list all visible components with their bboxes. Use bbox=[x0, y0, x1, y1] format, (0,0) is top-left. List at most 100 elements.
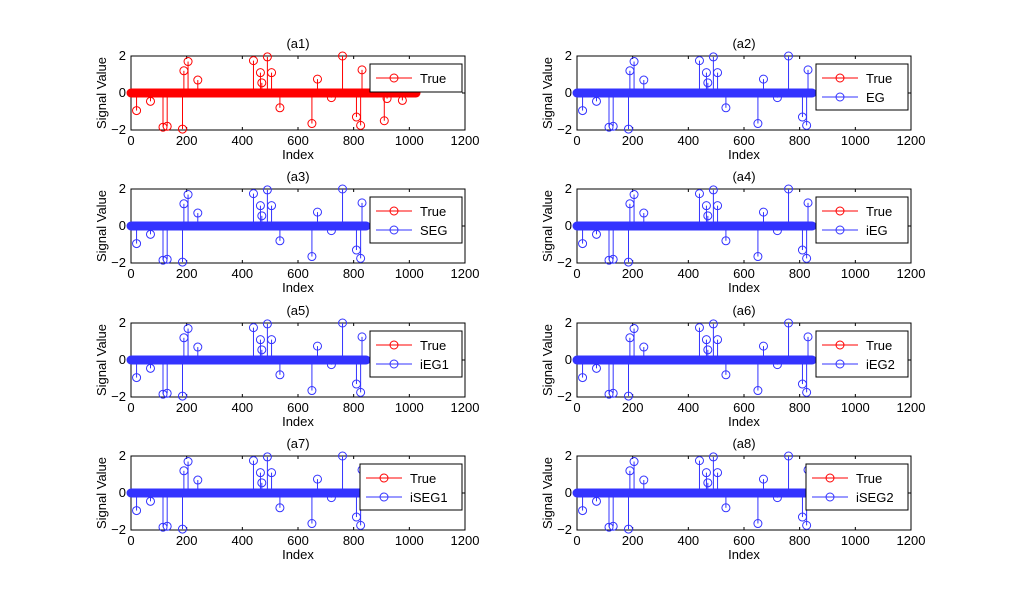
x-tick-label: 1000 bbox=[841, 400, 870, 415]
stem-marker bbox=[177, 257, 187, 267]
stem-marker bbox=[262, 52, 272, 62]
stem-marker bbox=[758, 74, 768, 84]
stem-marker bbox=[267, 68, 277, 78]
legend-marker bbox=[835, 340, 845, 350]
legend-marker bbox=[835, 92, 845, 102]
stem-marker bbox=[623, 124, 633, 134]
y-tick-label: 0 bbox=[119, 85, 126, 100]
x-tick-label: 800 bbox=[789, 266, 811, 281]
subplot-2: 0 200 400 600 800 1000 1200−202(a2)IndexSignal… bbox=[540, 36, 925, 162]
stem-marker bbox=[248, 456, 258, 466]
x-tick-label: 400 bbox=[231, 533, 253, 548]
stem-marker bbox=[701, 468, 711, 478]
x-tick-label: 1000 bbox=[395, 533, 424, 548]
subplot-8: 0 200 400 600 800 1000 1200−202(a8)IndexSignal… bbox=[540, 436, 925, 562]
x-tick-label: 0 bbox=[573, 133, 580, 148]
x-tick-label: 200 bbox=[622, 133, 644, 148]
stem-marker bbox=[604, 522, 614, 532]
x-tick-label: 1000 bbox=[841, 133, 870, 148]
stem-marker bbox=[177, 391, 187, 401]
legend-marker bbox=[835, 359, 845, 369]
x-tick-label: 600 bbox=[733, 400, 755, 415]
stem-marker bbox=[132, 106, 142, 116]
stem-marker bbox=[694, 189, 704, 199]
x-axis-label: Index bbox=[282, 280, 314, 295]
y-tick-label: 0 bbox=[119, 485, 126, 500]
stem-marker bbox=[694, 56, 704, 66]
legend-marker bbox=[389, 206, 399, 216]
x-tick-label: 600 bbox=[733, 266, 755, 281]
legend-marker bbox=[389, 73, 399, 83]
stem-marker bbox=[753, 386, 763, 396]
subplot-title: (a6) bbox=[732, 303, 755, 318]
estimate-stems bbox=[578, 451, 813, 534]
legend-box bbox=[359, 463, 463, 511]
stem-marker bbox=[802, 120, 812, 130]
stem-marker bbox=[803, 198, 813, 208]
stem-marker bbox=[802, 253, 812, 263]
x-tick-label: 200 bbox=[622, 400, 644, 415]
x-tick-label: 1200 bbox=[451, 266, 480, 281]
y-tick-label: −2 bbox=[557, 389, 572, 404]
x-tick-label: 600 bbox=[733, 133, 755, 148]
stem-marker bbox=[758, 207, 768, 217]
x-tick-label: 200 bbox=[176, 133, 198, 148]
y-tick-label: 2 bbox=[565, 315, 572, 330]
y-tick-label: −2 bbox=[111, 122, 126, 137]
legend-box bbox=[815, 63, 909, 111]
stem-marker bbox=[338, 51, 348, 61]
legend-label: True bbox=[856, 471, 882, 486]
y-tick-label: 2 bbox=[119, 315, 126, 330]
legend-label: iSEG2 bbox=[856, 490, 894, 505]
legend-box bbox=[815, 196, 909, 244]
y-tick-label: −2 bbox=[557, 122, 572, 137]
stem-marker bbox=[578, 239, 588, 249]
x-tick-label: 800 bbox=[789, 400, 811, 415]
y-axis-label: Signal Value bbox=[540, 57, 555, 129]
stem-marker bbox=[803, 65, 813, 75]
x-tick-label: 200 bbox=[176, 533, 198, 548]
stem-marker bbox=[623, 524, 633, 534]
x-tick-label: 800 bbox=[343, 533, 365, 548]
stem-marker bbox=[604, 255, 614, 265]
stem-marker bbox=[338, 184, 348, 194]
legend-label: iEG2 bbox=[866, 357, 895, 372]
y-tick-label: 0 bbox=[119, 352, 126, 367]
stem-marker bbox=[758, 341, 768, 351]
stem-marker bbox=[257, 78, 267, 88]
x-tick-label: 400 bbox=[677, 533, 699, 548]
stem-marker bbox=[162, 521, 172, 531]
stem-marker bbox=[177, 124, 187, 134]
x-axis-label: Index bbox=[728, 147, 760, 162]
x-tick-label: 800 bbox=[343, 400, 365, 415]
legend-marker bbox=[835, 206, 845, 216]
stem-marker bbox=[267, 468, 277, 478]
subplot-3: 0 200 400 600 800 1000 1200−202(a3)IndexSignal… bbox=[94, 169, 479, 295]
x-tick-label: 200 bbox=[622, 533, 644, 548]
x-tick-label: 1200 bbox=[897, 266, 926, 281]
legend-marker bbox=[825, 492, 835, 502]
stem-marker bbox=[275, 370, 285, 380]
y-axis-label: Signal Value bbox=[94, 57, 109, 129]
stem-marker bbox=[356, 120, 366, 130]
subplot-6: 0 200 400 600 800 1000 1200−202(a6)IndexSignal… bbox=[540, 303, 925, 429]
stem-marker bbox=[262, 452, 272, 462]
stem-marker bbox=[753, 252, 763, 262]
x-axis-label: Index bbox=[728, 280, 760, 295]
stem-marker bbox=[158, 255, 168, 265]
stem-marker bbox=[629, 190, 639, 200]
y-tick-label: 0 bbox=[565, 85, 572, 100]
stem-marker bbox=[262, 185, 272, 195]
legend-label: iEG bbox=[866, 223, 888, 238]
stem-marker bbox=[357, 198, 367, 208]
stem-marker bbox=[275, 236, 285, 246]
y-tick-label: −2 bbox=[557, 255, 572, 270]
y-tick-label: −2 bbox=[111, 389, 126, 404]
stem-marker bbox=[708, 319, 718, 329]
stem-marker bbox=[608, 254, 618, 264]
x-tick-label: 1000 bbox=[841, 266, 870, 281]
x-tick-label: 1200 bbox=[897, 400, 926, 415]
stem-marker bbox=[802, 387, 812, 397]
y-tick-label: 0 bbox=[565, 485, 572, 500]
